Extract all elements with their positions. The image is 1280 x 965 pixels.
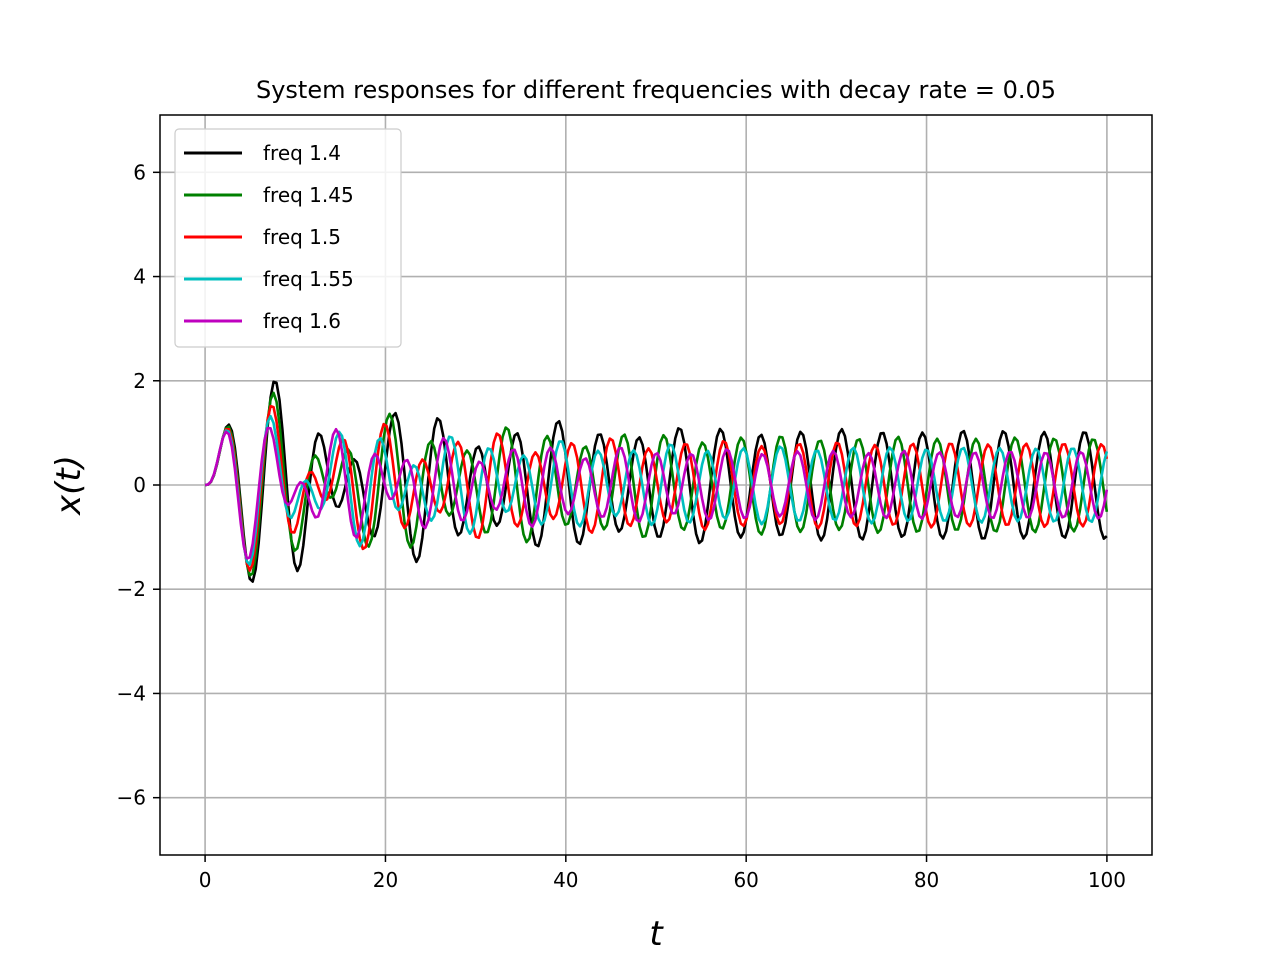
series-line-4 [204, 426, 1109, 560]
legend-label-2: freq 1.5 [263, 225, 341, 249]
x-tick-label: 80 [914, 868, 939, 892]
y-tick-label: 4 [133, 265, 146, 289]
y-axis: −6 −4 −2 0 2 4 6 [117, 160, 160, 810]
x-tick-label: 100 [1088, 868, 1126, 892]
chart-title: System responses for different frequenci… [256, 76, 1056, 104]
x-axis: 0 20 40 60 80 100 [199, 855, 1126, 892]
x-tick-label: 40 [553, 868, 578, 892]
x-axis-label: t [649, 914, 664, 954]
series-layer [204, 380, 1109, 583]
legend-box [174, 128, 402, 348]
legend: freq 1.4 freq 1.45 freq 1.5 freq 1.55 freq 1… [174, 128, 402, 348]
legend-label-4: freq 1.6 [263, 309, 341, 333]
y-axis-label: x(t) [49, 455, 89, 516]
x-tick-label: 60 [733, 868, 758, 892]
y-tick-label: 0 [133, 473, 146, 497]
legend-entries: freq 1.4 freq 1.45 freq 1.5 freq 1.55 freq 1… [184, 141, 354, 333]
x-tick-label: 20 [373, 868, 398, 892]
legend-label-3: freq 1.55 [263, 267, 354, 291]
y-tick-label: −4 [117, 681, 146, 705]
y-tick-label: 6 [133, 160, 146, 184]
legend-label-1: freq 1.45 [263, 183, 354, 207]
x-tick-label: 0 [199, 868, 212, 892]
y-tick-label: −2 [117, 577, 146, 601]
series-line-3 [204, 414, 1109, 566]
y-tick-label: −6 [117, 786, 146, 810]
y-tick-label: 2 [133, 369, 146, 393]
legend-label-0: freq 1.4 [263, 141, 341, 165]
